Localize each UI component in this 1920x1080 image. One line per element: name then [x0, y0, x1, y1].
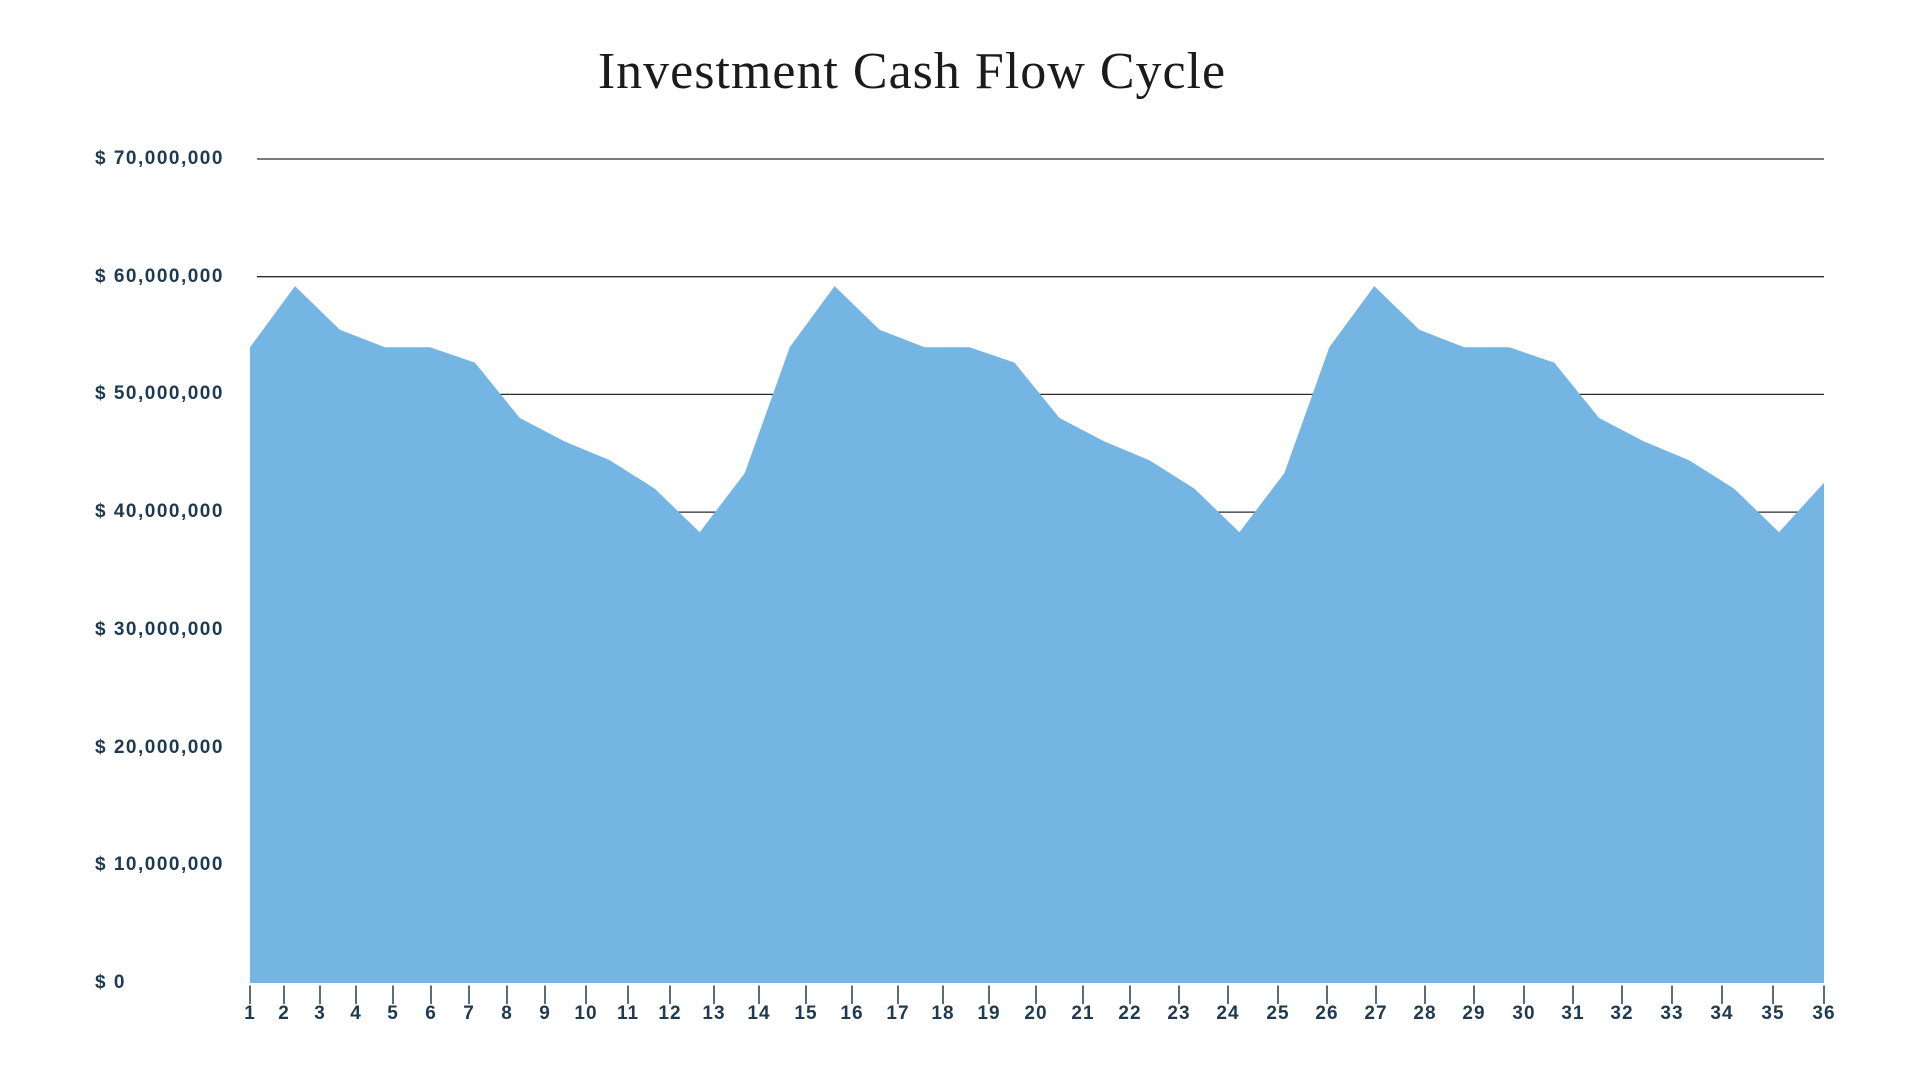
- x-axis-label: 2: [278, 1003, 290, 1024]
- x-axis-label: 4: [350, 1003, 362, 1024]
- x-axis-label: 16: [840, 1003, 864, 1024]
- y-axis-label: $ 70,000,000: [95, 148, 224, 169]
- cash-flow-area: [250, 286, 1824, 984]
- x-axis-label: 12: [658, 1003, 682, 1024]
- x-axis-label: 35: [1761, 1003, 1785, 1024]
- x-axis-label: 27: [1364, 1003, 1388, 1024]
- x-axis-label: 28: [1413, 1003, 1437, 1024]
- x-axis-label: 23: [1167, 1003, 1191, 1024]
- x-axis-label: 7: [463, 1003, 475, 1024]
- x-axis-label: 1: [244, 1003, 256, 1024]
- x-axis-label: 21: [1071, 1003, 1095, 1024]
- x-axis-label: 19: [977, 1003, 1001, 1024]
- x-axis-label: 34: [1710, 1003, 1734, 1024]
- y-axis-label: $ 50,000,000: [95, 383, 224, 405]
- x-axis-label: 24: [1216, 1003, 1240, 1024]
- x-axis-label: 3: [314, 1003, 326, 1024]
- x-axis-label: 20: [1024, 1003, 1048, 1024]
- y-axis-label: $ 0: [95, 972, 126, 993]
- x-axis-label: 33: [1660, 1003, 1684, 1024]
- x-axis-label: 32: [1610, 1003, 1634, 1024]
- x-axis-label: 15: [794, 1003, 818, 1024]
- x-axis-label: 36: [1812, 1003, 1836, 1024]
- x-axis-label: 25: [1266, 1003, 1290, 1024]
- x-axis-label: 5: [387, 1003, 399, 1024]
- x-axis-label: 30: [1512, 1003, 1536, 1024]
- x-axis-label: 31: [1561, 1003, 1585, 1024]
- x-axis-label: 6: [425, 1003, 437, 1024]
- chart-title: Investment Cash Flow Cycle: [597, 43, 1227, 100]
- y-axis-label: $ 40,000,000: [95, 501, 224, 523]
- x-axis-label: 13: [702, 1003, 726, 1024]
- x-axis-label: 14: [747, 1003, 771, 1024]
- x-axis-label: 18: [931, 1003, 955, 1024]
- y-axis-label: $ 20,000,000: [95, 736, 224, 758]
- x-axis-label: 17: [886, 1003, 910, 1024]
- y-axis-label: $ 60,000,000: [95, 265, 224, 287]
- x-axis-label: 26: [1315, 1003, 1339, 1024]
- y-axis-label: $ 30,000,000: [95, 618, 224, 640]
- y-axis-label: $ 10,000,000: [95, 854, 224, 876]
- x-axis-label: 10: [574, 1003, 598, 1024]
- x-axis-label: 8: [501, 1003, 513, 1024]
- x-axis-label: 29: [1462, 1003, 1486, 1024]
- x-axis-label: 9: [539, 1003, 551, 1024]
- x-axis-label: 11: [616, 1003, 640, 1024]
- x-axis-label: 22: [1118, 1003, 1142, 1024]
